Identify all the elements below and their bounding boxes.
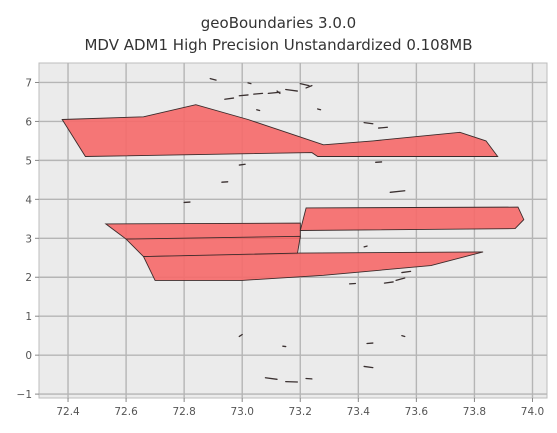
y-tick-label: 3: [25, 233, 32, 245]
x-tick-label: 73.0: [231, 406, 254, 418]
chart-title-line-1: geoBoundaries 3.0.0: [201, 14, 356, 32]
islet-mark: [224, 97, 235, 100]
islet-mark: [305, 84, 313, 89]
islet-mark: [256, 109, 261, 112]
islet-mark: [276, 90, 281, 95]
islet-mark: [401, 335, 406, 338]
islet-mark: [285, 88, 299, 92]
islet-mark: [383, 281, 394, 284]
region-polygon-1: [61, 104, 499, 157]
islet-mark: [389, 190, 406, 193]
grid: [39, 63, 547, 398]
islet-mark: [363, 121, 374, 125]
islet-mark: [363, 245, 368, 248]
islet-mark: [238, 163, 246, 166]
region-polygon-5: [142, 251, 484, 281]
x-tick-label: 73.2: [289, 406, 312, 418]
y-tick-label: 7: [25, 77, 32, 89]
islet-mark: [299, 82, 310, 87]
islet-mark: [238, 94, 249, 97]
y-tick-label: 6: [25, 116, 32, 128]
x-tick-label: 72.8: [172, 406, 195, 418]
islet-mark: [253, 92, 264, 95]
islet-mark: [209, 77, 217, 81]
y-tick-label: 0: [25, 350, 32, 362]
x-tick-label: 72.6: [114, 406, 138, 418]
islet-mark: [401, 270, 412, 274]
x-tick-label: 73.4: [347, 406, 371, 418]
x-axis: 72.4 72.6 72.8 73.0 73.2 73.4 73.6 73.8 74.0: [56, 398, 544, 418]
y-tick-label: 1: [25, 311, 32, 323]
y-tick-label: 4: [25, 194, 32, 206]
islet-mark: [395, 277, 406, 282]
chart-title-line-2: MDV ADM1 High Precision Unstandardized 0…: [84, 36, 472, 54]
y-axis: −1 0 1 2 3 4 5 6 7: [17, 77, 39, 401]
x-tick-label: 73.8: [463, 406, 486, 418]
islet-mark: [238, 333, 243, 338]
x-tick-label: 73.6: [405, 406, 429, 418]
x-tick-label: 74.0: [521, 406, 544, 418]
islet-mark: [247, 82, 252, 85]
region-polygon-3: [299, 206, 525, 231]
islet-mark: [264, 377, 278, 380]
islet-mark: [377, 126, 388, 129]
islet-mark: [363, 365, 374, 369]
y-tick-label: 5: [25, 155, 32, 167]
y-tick-label: −1: [17, 389, 32, 401]
islet-mark: [317, 108, 322, 111]
regions: [61, 104, 525, 281]
islets: [183, 77, 412, 383]
x-tick-label: 72.4: [56, 406, 80, 418]
y-tick-label: 2: [25, 272, 32, 284]
